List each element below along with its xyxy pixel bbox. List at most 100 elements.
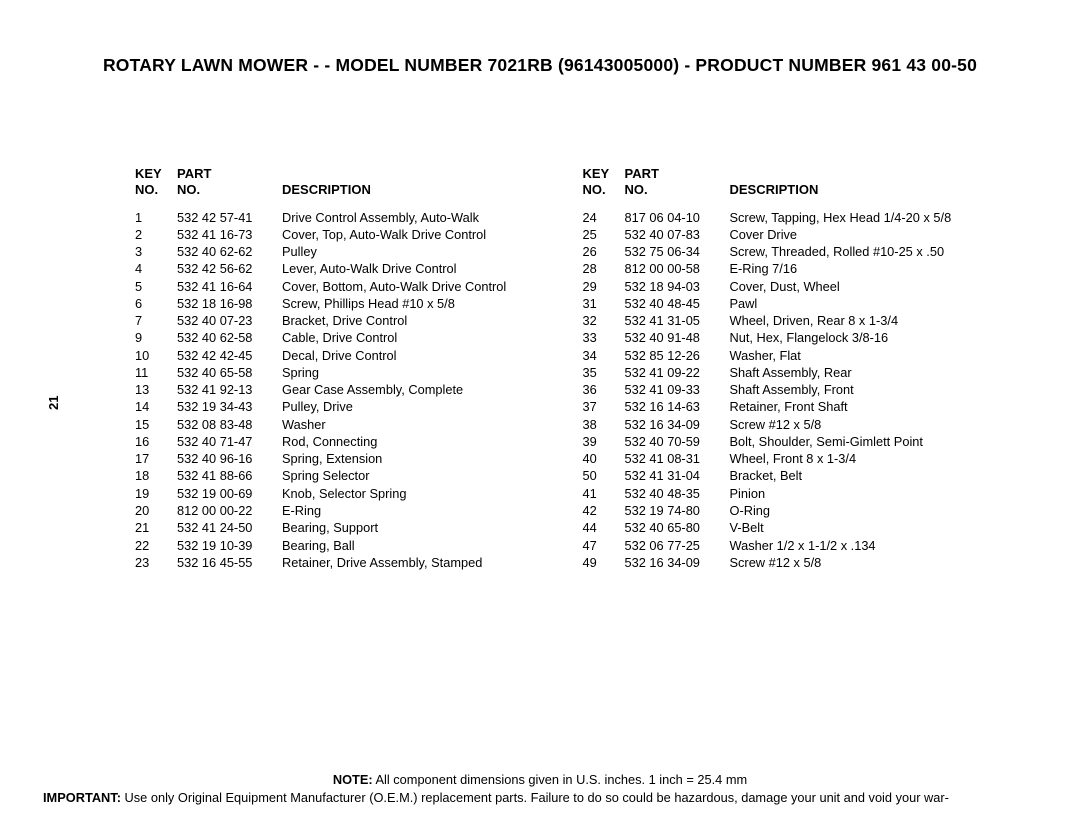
- header-key: KEY NO.: [583, 166, 625, 199]
- cell-part: 532 41 09-33: [625, 381, 730, 398]
- cell-part: 532 42 57-41: [177, 209, 282, 226]
- cell-desc: Decal, Drive Control: [282, 347, 563, 364]
- cell-key: 18: [135, 467, 177, 484]
- table-row: 6532 18 16-98Screw, Phillips Head #10 x …: [135, 295, 563, 312]
- table-row: 40532 41 08-31Wheel, Front 8 x 1-3/4: [583, 450, 1011, 467]
- table-row: 11532 40 65-58Spring: [135, 364, 563, 381]
- cell-part: 532 18 94-03: [625, 278, 730, 295]
- table-row: 28812 00 00-58E-Ring 7/16: [583, 260, 1011, 277]
- cell-key: 16: [135, 433, 177, 450]
- title-model: 7021RB: [487, 55, 552, 75]
- cell-key: 41: [583, 485, 625, 502]
- cell-part: 532 16 14-63: [625, 398, 730, 415]
- table-row: 41532 40 48-35Pinion: [583, 485, 1011, 502]
- page-container: ROTARY LAWN MOWER - - MODEL NUMBER 7021R…: [40, 55, 1040, 834]
- cell-desc: Cover, Top, Auto-Walk Drive Control: [282, 226, 563, 243]
- cell-key: 49: [583, 554, 625, 571]
- cell-key: 20: [135, 502, 177, 519]
- cell-part: 532 41 08-31: [625, 450, 730, 467]
- cell-desc: Cover, Dust, Wheel: [730, 278, 1011, 295]
- cell-desc: Gear Case Assembly, Complete: [282, 381, 563, 398]
- important-text: Use only Original Equipment Manufacturer…: [121, 790, 949, 805]
- cell-part: 532 40 62-58: [177, 329, 282, 346]
- cell-desc: Shaft Assembly, Rear: [730, 364, 1011, 381]
- table-row: 34532 85 12-26Washer, Flat: [583, 347, 1011, 364]
- cell-part: 532 42 56-62: [177, 260, 282, 277]
- column-header: KEY NO. PART NO. DESCRIPTION: [135, 166, 563, 199]
- footer-notes: NOTE: All component dimensions given in …: [43, 771, 1037, 806]
- cell-key: 10: [135, 347, 177, 364]
- cell-part: 532 85 12-26: [625, 347, 730, 364]
- table-row: 35532 41 09-22Shaft Assembly, Rear: [583, 364, 1011, 381]
- cell-desc: Screw #12 x 5/8: [730, 554, 1011, 571]
- table-row: 42532 19 74-80O-Ring: [583, 502, 1011, 519]
- cell-part: 532 19 00-69: [177, 485, 282, 502]
- cell-key: 32: [583, 312, 625, 329]
- cell-key: 40: [583, 450, 625, 467]
- table-row: 25532 40 07-83Cover Drive: [583, 226, 1011, 243]
- table-row: 16532 40 71-47Rod, Connecting: [135, 433, 563, 450]
- cell-key: 28: [583, 260, 625, 277]
- header-key: KEY NO.: [135, 166, 177, 199]
- cell-part: 532 40 48-45: [625, 295, 730, 312]
- cell-desc: E-Ring 7/16: [730, 260, 1011, 277]
- cell-part: 532 19 34-43: [177, 398, 282, 415]
- table-row: 2532 41 16-73Cover, Top, Auto-Walk Drive…: [135, 226, 563, 243]
- cell-desc: O-Ring: [730, 502, 1011, 519]
- cell-key: 5: [135, 278, 177, 295]
- cell-key: 2: [135, 226, 177, 243]
- cell-desc: Retainer, Front Shaft: [730, 398, 1011, 415]
- header-desc: DESCRIPTION: [282, 166, 563, 199]
- table-row: 19532 19 00-69Knob, Selector Spring: [135, 485, 563, 502]
- cell-key: 42: [583, 502, 625, 519]
- cell-key: 34: [583, 347, 625, 364]
- table-row: 47532 06 77-25Washer 1/2 x 1-1/2 x .134: [583, 537, 1011, 554]
- cell-desc: Cover, Bottom, Auto-Walk Drive Control: [282, 278, 563, 295]
- cell-key: 6: [135, 295, 177, 312]
- cell-desc: Wheel, Driven, Rear 8 x 1-3/4: [730, 312, 1011, 329]
- header-part: PART NO.: [625, 166, 730, 199]
- cell-part: 532 40 48-35: [625, 485, 730, 502]
- table-row: 21532 41 24-50Bearing, Support: [135, 519, 563, 536]
- cell-key: 47: [583, 537, 625, 554]
- cell-key: 24: [583, 209, 625, 226]
- cell-key: 33: [583, 329, 625, 346]
- table-row: 38532 16 34-09Screw #12 x 5/8: [583, 416, 1011, 433]
- cell-part: 532 40 07-23: [177, 312, 282, 329]
- cell-desc: Pulley, Drive: [282, 398, 563, 415]
- cell-desc: Cover Drive: [730, 226, 1011, 243]
- cell-desc: Lever, Auto-Walk Drive Control: [282, 260, 563, 277]
- cell-part: 532 40 70-59: [625, 433, 730, 450]
- cell-key: 21: [135, 519, 177, 536]
- cell-desc: Spring Selector: [282, 467, 563, 484]
- rows-left: 1532 42 57-41Drive Control Assembly, Aut…: [135, 209, 563, 572]
- title-prefix: ROTARY LAWN MOWER - - MODEL NUMBER: [103, 55, 488, 75]
- cell-part: 532 41 16-64: [177, 278, 282, 295]
- cell-key: 9: [135, 329, 177, 346]
- table-row: 37532 16 14-63Retainer, Front Shaft: [583, 398, 1011, 415]
- table-row: 22532 19 10-39Bearing, Ball: [135, 537, 563, 554]
- page-title: ROTARY LAWN MOWER - - MODEL NUMBER 7021R…: [40, 55, 1040, 76]
- cell-key: 15: [135, 416, 177, 433]
- cell-desc: Bracket, Belt: [730, 467, 1011, 484]
- table-row: 4532 42 56-62Lever, Auto-Walk Drive Cont…: [135, 260, 563, 277]
- cell-part: 532 16 45-55: [177, 554, 282, 571]
- cell-desc: Nut, Hex, Flangelock 3/8-16: [730, 329, 1011, 346]
- table-row: 44532 40 65-80V-Belt: [583, 519, 1011, 536]
- cell-desc: Pulley: [282, 243, 563, 260]
- cell-part: 532 41 31-04: [625, 467, 730, 484]
- cell-desc: Screw, Threaded, Rolled #10-25 x .50: [730, 243, 1011, 260]
- cell-key: 1: [135, 209, 177, 226]
- cell-key: 38: [583, 416, 625, 433]
- cell-part: 532 40 91-48: [625, 329, 730, 346]
- cell-part: 532 16 34-09: [625, 554, 730, 571]
- cell-desc: Retainer, Drive Assembly, Stamped: [282, 554, 563, 571]
- cell-part: 532 16 34-09: [625, 416, 730, 433]
- cell-desc: Knob, Selector Spring: [282, 485, 563, 502]
- cell-key: 35: [583, 364, 625, 381]
- cell-desc: Pinion: [730, 485, 1011, 502]
- cell-key: 19: [135, 485, 177, 502]
- cell-part: 812 00 00-58: [625, 260, 730, 277]
- header-desc: DESCRIPTION: [730, 166, 1011, 199]
- table-row: 31532 40 48-45Pawl: [583, 295, 1011, 312]
